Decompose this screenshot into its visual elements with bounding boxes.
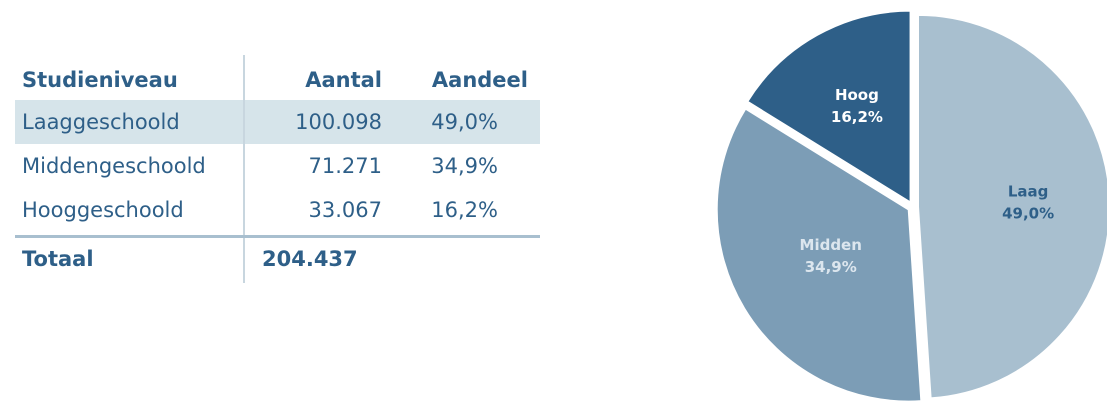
header-cell: Studieniveau	[22, 68, 178, 92]
slice-label: 34,9%	[805, 258, 857, 276]
slice-label: 16,2%	[831, 108, 883, 126]
column-divider	[243, 55, 245, 283]
total-cell: 204.437	[262, 247, 358, 271]
row-highlight	[15, 100, 540, 144]
cell: 100.098	[295, 110, 382, 134]
slice-name: Midden	[800, 236, 862, 254]
pie-slice	[745, 9, 912, 205]
cell: Laaggeschoold	[22, 110, 180, 134]
cell: 71.271	[308, 154, 382, 178]
slice-label: 49,0%	[1002, 205, 1054, 223]
cell: 16,2%	[431, 198, 498, 222]
cell: 49,0%	[431, 110, 498, 134]
cell: 33.067	[308, 198, 382, 222]
slice-name: Laag	[1008, 183, 1049, 201]
cell: 34,9%	[431, 154, 498, 178]
cell: Hooggeschoold	[22, 198, 184, 222]
total-divider	[15, 235, 540, 238]
header-cell: Aantal	[305, 68, 382, 92]
pie-slice	[916, 13, 1107, 400]
cell: Middengeschoold	[22, 154, 206, 178]
slice-name: Hoog	[835, 86, 879, 104]
total-cell: Totaal	[22, 247, 94, 271]
pie-slice	[715, 107, 923, 403]
header-cell: Aandeel	[431, 68, 528, 92]
